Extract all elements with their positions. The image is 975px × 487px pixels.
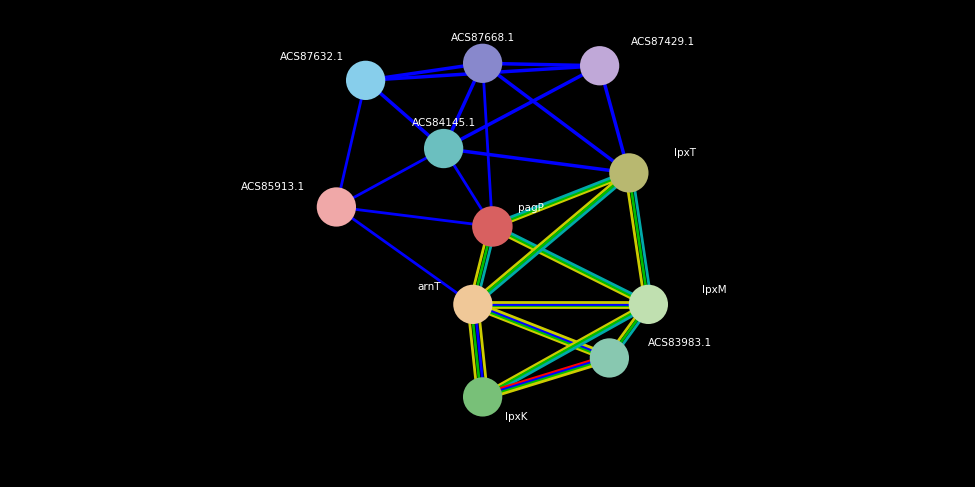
Text: ACS87668.1: ACS87668.1 [450,33,515,43]
Text: pagP: pagP [519,203,544,213]
Text: ACS85913.1: ACS85913.1 [241,183,305,192]
Point [641,300,656,308]
Text: lpxK: lpxK [505,412,528,422]
Text: lpxM: lpxM [702,285,727,295]
Point [602,354,617,362]
Point [475,59,490,67]
Point [465,300,481,308]
Text: ACS87429.1: ACS87429.1 [631,37,695,47]
Point [358,76,373,84]
Text: ACS84145.1: ACS84145.1 [411,118,476,128]
Point [329,203,344,211]
Point [592,62,607,70]
Point [621,169,637,177]
Point [436,145,451,152]
Text: arnT: arnT [417,282,441,292]
Point [485,223,500,230]
Text: ACS87632.1: ACS87632.1 [280,52,344,62]
Point [475,393,490,401]
Text: lpxT: lpxT [675,149,696,158]
Text: ACS83983.1: ACS83983.1 [647,338,712,348]
